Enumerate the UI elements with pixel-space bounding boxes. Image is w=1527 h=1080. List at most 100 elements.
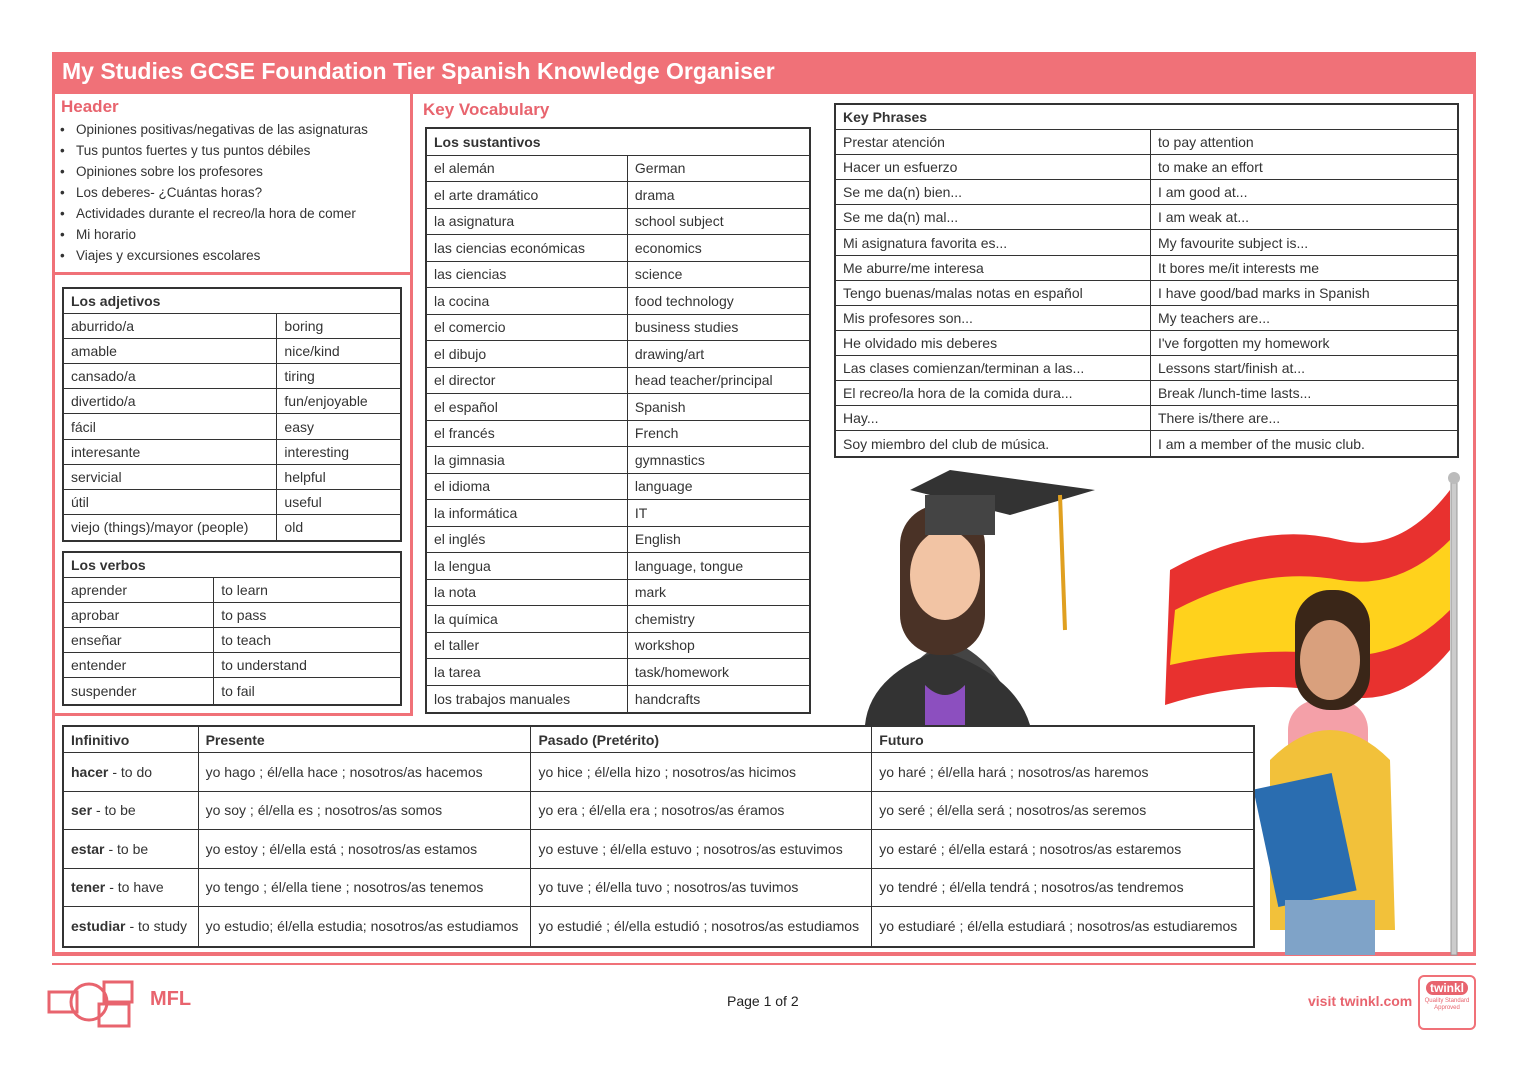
- table-cell: drawing/art: [634, 345, 705, 362]
- bullet: •: [60, 122, 65, 137]
- table-row: Me aburre/me interesa It bores me/it inte…: [836, 255, 1457, 281]
- table-cell: yo haré ; él/ella hará ; nosotros/as har…: [879, 763, 1149, 780]
- table-heading-row: Los adjetivos: [64, 289, 400, 315]
- title: My Studies GCSE Foundation Tier Spanish …: [62, 58, 775, 84]
- table-cell: yo estudiaré ; él/ella estudiará ; nosot…: [879, 918, 1238, 935]
- table-cell: drama: [634, 186, 675, 203]
- table-cell: la lengua: [427, 553, 628, 579]
- table-cell: Se me da(n) bien...: [836, 180, 1151, 205]
- table-cell: task/homework: [634, 663, 730, 680]
- footer-page: Page 1 of 2: [727, 993, 799, 1009]
- table-cell: útil: [64, 489, 278, 514]
- table-cell: el arte dramático: [427, 182, 628, 208]
- table-cell: tiring: [284, 368, 315, 385]
- badge: twinkl Quality Standard Approved: [1418, 975, 1476, 1030]
- divider: [52, 272, 413, 275]
- table-cell: Mis profesores son...: [836, 305, 1151, 330]
- table-row: el alemán German: [427, 155, 809, 182]
- table-row: Se me da(n) mal... I am weak at...: [836, 205, 1457, 231]
- verb: ser: [71, 802, 93, 819]
- table-cell: French: [634, 425, 679, 442]
- table-cell: Hacer un esfuerzo: [836, 155, 1151, 180]
- table-row: suspender to fail: [64, 678, 400, 704]
- table-cell: There is/there are...: [1157, 410, 1281, 427]
- table-cell: Spanish: [634, 398, 686, 415]
- bullet: •: [60, 248, 65, 263]
- table-cell: la tarea: [427, 659, 628, 685]
- illustrations: [865, 470, 1460, 956]
- table-row: Tengo buenas/malas notas en español I hav…: [836, 280, 1457, 306]
- badge-note: Quality Standard Approved: [1424, 998, 1470, 1011]
- badge-logo: twinkl: [1426, 981, 1468, 995]
- table-cell: language: [634, 478, 693, 495]
- list-item: • Opiniones positivas/negativas de las as…: [60, 119, 368, 140]
- bullet: •: [60, 185, 65, 200]
- table-cell: easy: [284, 418, 314, 435]
- table-cell: yo estoy ; él/ella está ; nosotros/as es…: [199, 830, 532, 868]
- bullet: •: [60, 143, 65, 158]
- table-cell: yo estudio; él/ella estudia; nosotros/as…: [199, 907, 532, 946]
- table-cell: boring: [284, 318, 324, 335]
- table-cell: language, tongue: [634, 557, 744, 574]
- table-cell: el dibujo: [427, 341, 628, 367]
- verb: tener: [71, 879, 106, 896]
- footer-link[interactable]: visit twinkl.com: [1308, 993, 1413, 1009]
- table-row: Soy miembro del club de música. I am a me…: [836, 431, 1457, 457]
- table-cell: el alemán: [427, 155, 628, 181]
- table-cell: economics: [634, 239, 702, 256]
- table-row: el francés French: [427, 420, 809, 447]
- item-text: Opiniones sobre los profesores: [76, 164, 263, 179]
- list-item: • Actividades durante el recreo/la hora d…: [60, 203, 368, 224]
- item-text: Tus puntos fuertes y tus puntos débiles: [76, 143, 311, 158]
- table-row: la nota mark: [427, 579, 809, 606]
- table-row: He olvidado mis deberes I've forgotten my…: [836, 330, 1457, 356]
- column-heading: Futuro: [879, 731, 924, 748]
- table-cell: fun/enjoyable: [284, 393, 368, 410]
- table-row: El recreo/la hora de la comida dura... Br…: [836, 381, 1457, 407]
- table-cell: las ciencias económicas: [427, 235, 628, 261]
- table-row: útil useful: [64, 489, 400, 515]
- table-cell: old: [284, 519, 304, 536]
- table-row: interesante interesting: [64, 439, 400, 465]
- table-cell: aprobar: [64, 603, 215, 628]
- list-item: • Viajes y excursiones escolares: [60, 245, 368, 266]
- table-cell: yo tuve ; él/ella tuvo ; nosotros/as tuv…: [531, 868, 873, 906]
- table-cell: I am a member of the music club.: [1157, 435, 1365, 452]
- table-cell: Lessons start/finish at...: [1157, 359, 1306, 376]
- table-row: el idioma language: [427, 473, 809, 500]
- table-row: Hay... There is/there are...: [836, 406, 1457, 432]
- table-cell: to fail: [221, 683, 255, 700]
- table-row: servicial helpful: [64, 464, 400, 490]
- table-cell: IT: [634, 504, 648, 521]
- table-row: Las clases comienzan/terminan a las... Le…: [836, 355, 1457, 382]
- bottom-line-2: [52, 963, 1476, 965]
- verb-cell: estudiar - to study: [64, 907, 199, 946]
- table-row: aprobar to pass: [64, 603, 400, 629]
- verb-cell: estar - to be: [64, 830, 199, 868]
- table-cell: gymnastics: [634, 451, 705, 468]
- bullet: •: [60, 164, 65, 179]
- table-row: Prestar atención to pay attention: [836, 130, 1457, 156]
- table-row: estudiar - to study yo estudio; él/ella es…: [64, 907, 1253, 946]
- item-text: Opiniones positivas/negativas de las asi…: [76, 122, 368, 137]
- table-cell: el comercio: [427, 314, 628, 340]
- table-cell: yo hago ; él/ella hace ; nosotros/as hac…: [199, 753, 532, 791]
- table-cell: I've forgotten my homework: [1157, 334, 1330, 351]
- table-cell: nice/kind: [284, 343, 340, 360]
- table-heading: Los verbos: [71, 557, 146, 574]
- table-row: fácil easy: [64, 414, 400, 440]
- verb: estar: [71, 840, 105, 857]
- mfl-logo: [47, 980, 134, 1028]
- verb: hacer: [71, 763, 109, 780]
- column-heading: Pasado (Pretérito): [531, 727, 873, 752]
- table-cell: cansado/a: [64, 364, 278, 389]
- table-row: el director head teacher/principal: [427, 367, 809, 394]
- table-cell: Prestar atención: [836, 130, 1151, 155]
- table-cell: Las clases comienzan/terminan a las...: [836, 355, 1151, 381]
- table-heading: Los sustantivos: [434, 133, 541, 150]
- table-row: la gimnasia gymnastics: [427, 447, 809, 474]
- table-row: el inglés English: [427, 526, 809, 553]
- table-cell: las ciencias: [427, 261, 628, 287]
- table-row: hacer - to do yo hago ; él/ella hace ; nos…: [64, 753, 1253, 792]
